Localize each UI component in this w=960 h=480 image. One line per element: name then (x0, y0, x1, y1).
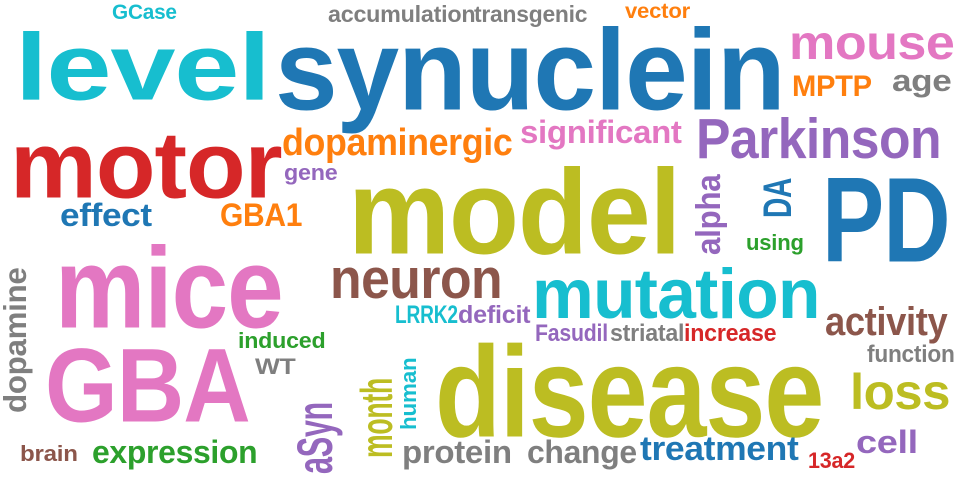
word-increase: increase (684, 320, 777, 347)
word-lrrk2: LRRK2 (395, 302, 458, 329)
word-neuron: neuron (330, 248, 503, 311)
word-induced: induced (238, 328, 326, 353)
word-vector: vector (625, 0, 690, 23)
word-mutation: mutation (532, 255, 820, 334)
word-function: function (867, 341, 955, 368)
word-activity: activity (825, 299, 948, 344)
word-mptp: MPTP (792, 70, 872, 103)
word-wt: WT (255, 354, 296, 379)
word-disease: disease (435, 320, 824, 465)
word-striatal: striatal (610, 320, 685, 347)
word-mice: mice (55, 223, 284, 352)
word-month: month (351, 378, 402, 458)
word-cell: cell (856, 425, 918, 461)
word-motor: motor (10, 111, 283, 218)
word-expression: expression (92, 435, 258, 471)
word-dopaminergic: dopaminergic (282, 122, 513, 164)
word-pd: PD (822, 152, 951, 287)
word-da: DA (755, 177, 800, 218)
word-protein: protein (402, 435, 512, 471)
word-transgenic: transgenic (474, 1, 588, 27)
word-human: human (396, 357, 421, 430)
word-deficit: deficit (458, 302, 531, 329)
word-effect: effect (60, 198, 152, 234)
word-synuclein: synuclein (275, 5, 786, 134)
word-alpha: alpha (689, 174, 728, 255)
word-gcase: GCase (112, 0, 177, 24)
word-gba1: GBA1 (220, 198, 303, 234)
word-asyn: aSyn (287, 402, 343, 474)
word-dopamine: dopamine (0, 267, 33, 413)
word-change: change (527, 435, 637, 471)
word-gba: GBA (45, 326, 251, 444)
word-level: level (15, 13, 271, 120)
word-using: using (746, 230, 804, 255)
word-loss: loss (850, 364, 951, 420)
word-mouse: mouse (789, 17, 955, 70)
word-gene: gene (284, 160, 338, 185)
word-model: model (348, 144, 681, 279)
word-treatment: treatment (640, 429, 799, 468)
word-accumulation: accumulation (328, 1, 476, 27)
word-brain: brain (20, 441, 78, 466)
word-parkinson: Parkinson (696, 108, 942, 171)
word-age: age (892, 63, 952, 98)
word-13a2: 13a2 (808, 448, 856, 473)
word-significant: significant (520, 115, 682, 151)
word-fasudil: Fasudil (535, 320, 608, 347)
